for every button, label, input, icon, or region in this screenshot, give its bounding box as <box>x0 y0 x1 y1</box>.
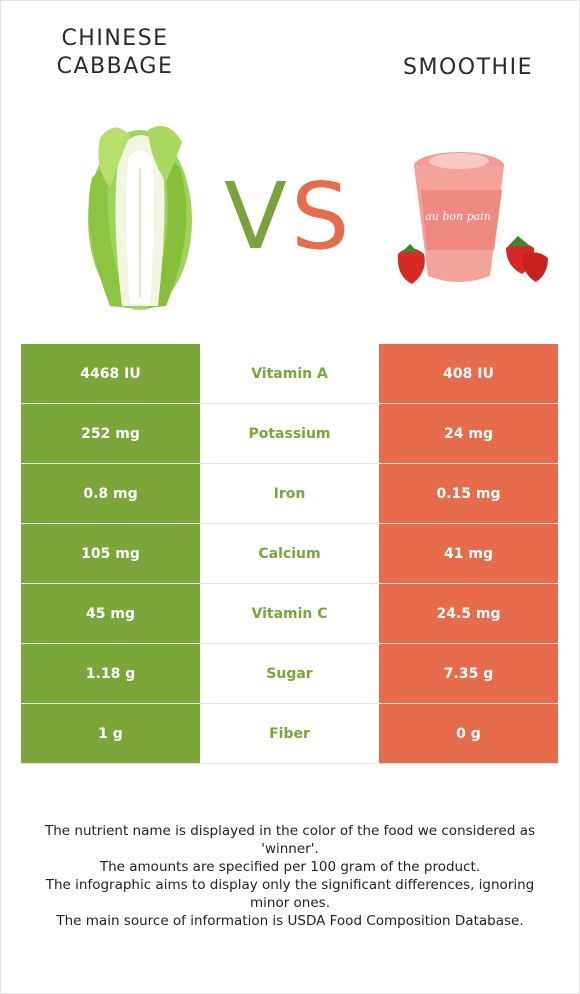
right-food-title: Smoothie <box>403 55 533 80</box>
left-value: 1.18 g <box>21 643 200 704</box>
nutrient-name: Calcium <box>200 523 379 584</box>
smoothie-image: au bon pain <box>397 152 548 284</box>
right-value: 24 mg <box>379 403 558 464</box>
table-row: 4468 IU Vitamin A 408 IU <box>21 344 558 404</box>
right-value: 7.35 g <box>379 643 558 704</box>
vs-letter-v: V <box>224 163 287 270</box>
table-row: 1.18 g Sugar 7.35 g <box>21 643 558 704</box>
table-row: 0.8 mg Iron 0.15 mg <box>21 463 558 524</box>
left-value: 45 mg <box>21 583 200 644</box>
footnote-line: The infographic aims to display only the… <box>45 877 535 911</box>
left-value: 252 mg <box>21 403 200 464</box>
left-value: 1 g <box>21 703 200 764</box>
left-value: 0.8 mg <box>21 463 200 524</box>
vs-letter-s: S <box>291 163 350 270</box>
footnote-line: The amounts are specified per 100 gram o… <box>99 859 481 875</box>
right-value: 41 mg <box>379 523 558 584</box>
footnote: The nutrient name is displayed in the co… <box>40 822 540 930</box>
left-value: 4468 IU <box>21 344 200 404</box>
cup-label: au bon pain <box>425 210 491 223</box>
left-food-title: Chinese cabbage <box>56 26 174 79</box>
right-value: 408 IU <box>379 344 558 404</box>
table-row: 252 mg Potassium 24 mg <box>21 403 558 464</box>
right-value: 0 g <box>379 703 558 764</box>
nutrient-name: Iron <box>200 463 379 524</box>
nutrient-name: Fiber <box>200 703 379 764</box>
left-value: 105 mg <box>21 523 200 584</box>
table-row: 1 g Fiber 0 g <box>21 703 558 764</box>
right-value: 0.15 mg <box>379 463 558 524</box>
chinese-cabbage-image <box>88 126 192 310</box>
nutrient-name: Potassium <box>200 403 379 464</box>
nutrient-name: Sugar <box>200 643 379 704</box>
right-value: 24.5 mg <box>379 583 558 644</box>
footnote-line: The main source of information is USDA F… <box>56 913 524 929</box>
table-row: 105 mg Calcium 41 mg <box>21 523 558 584</box>
nutrient-name: Vitamin A <box>200 344 379 404</box>
table-row: 45 mg Vitamin C 24.5 mg <box>21 583 558 644</box>
footnote-line: The nutrient name is displayed in the co… <box>44 823 536 857</box>
nutrient-comparison-table: 4468 IU Vitamin A 408 IU 252 mg Potassium 24 … <box>21 344 558 764</box>
nutrient-name: Vitamin C <box>200 583 379 644</box>
